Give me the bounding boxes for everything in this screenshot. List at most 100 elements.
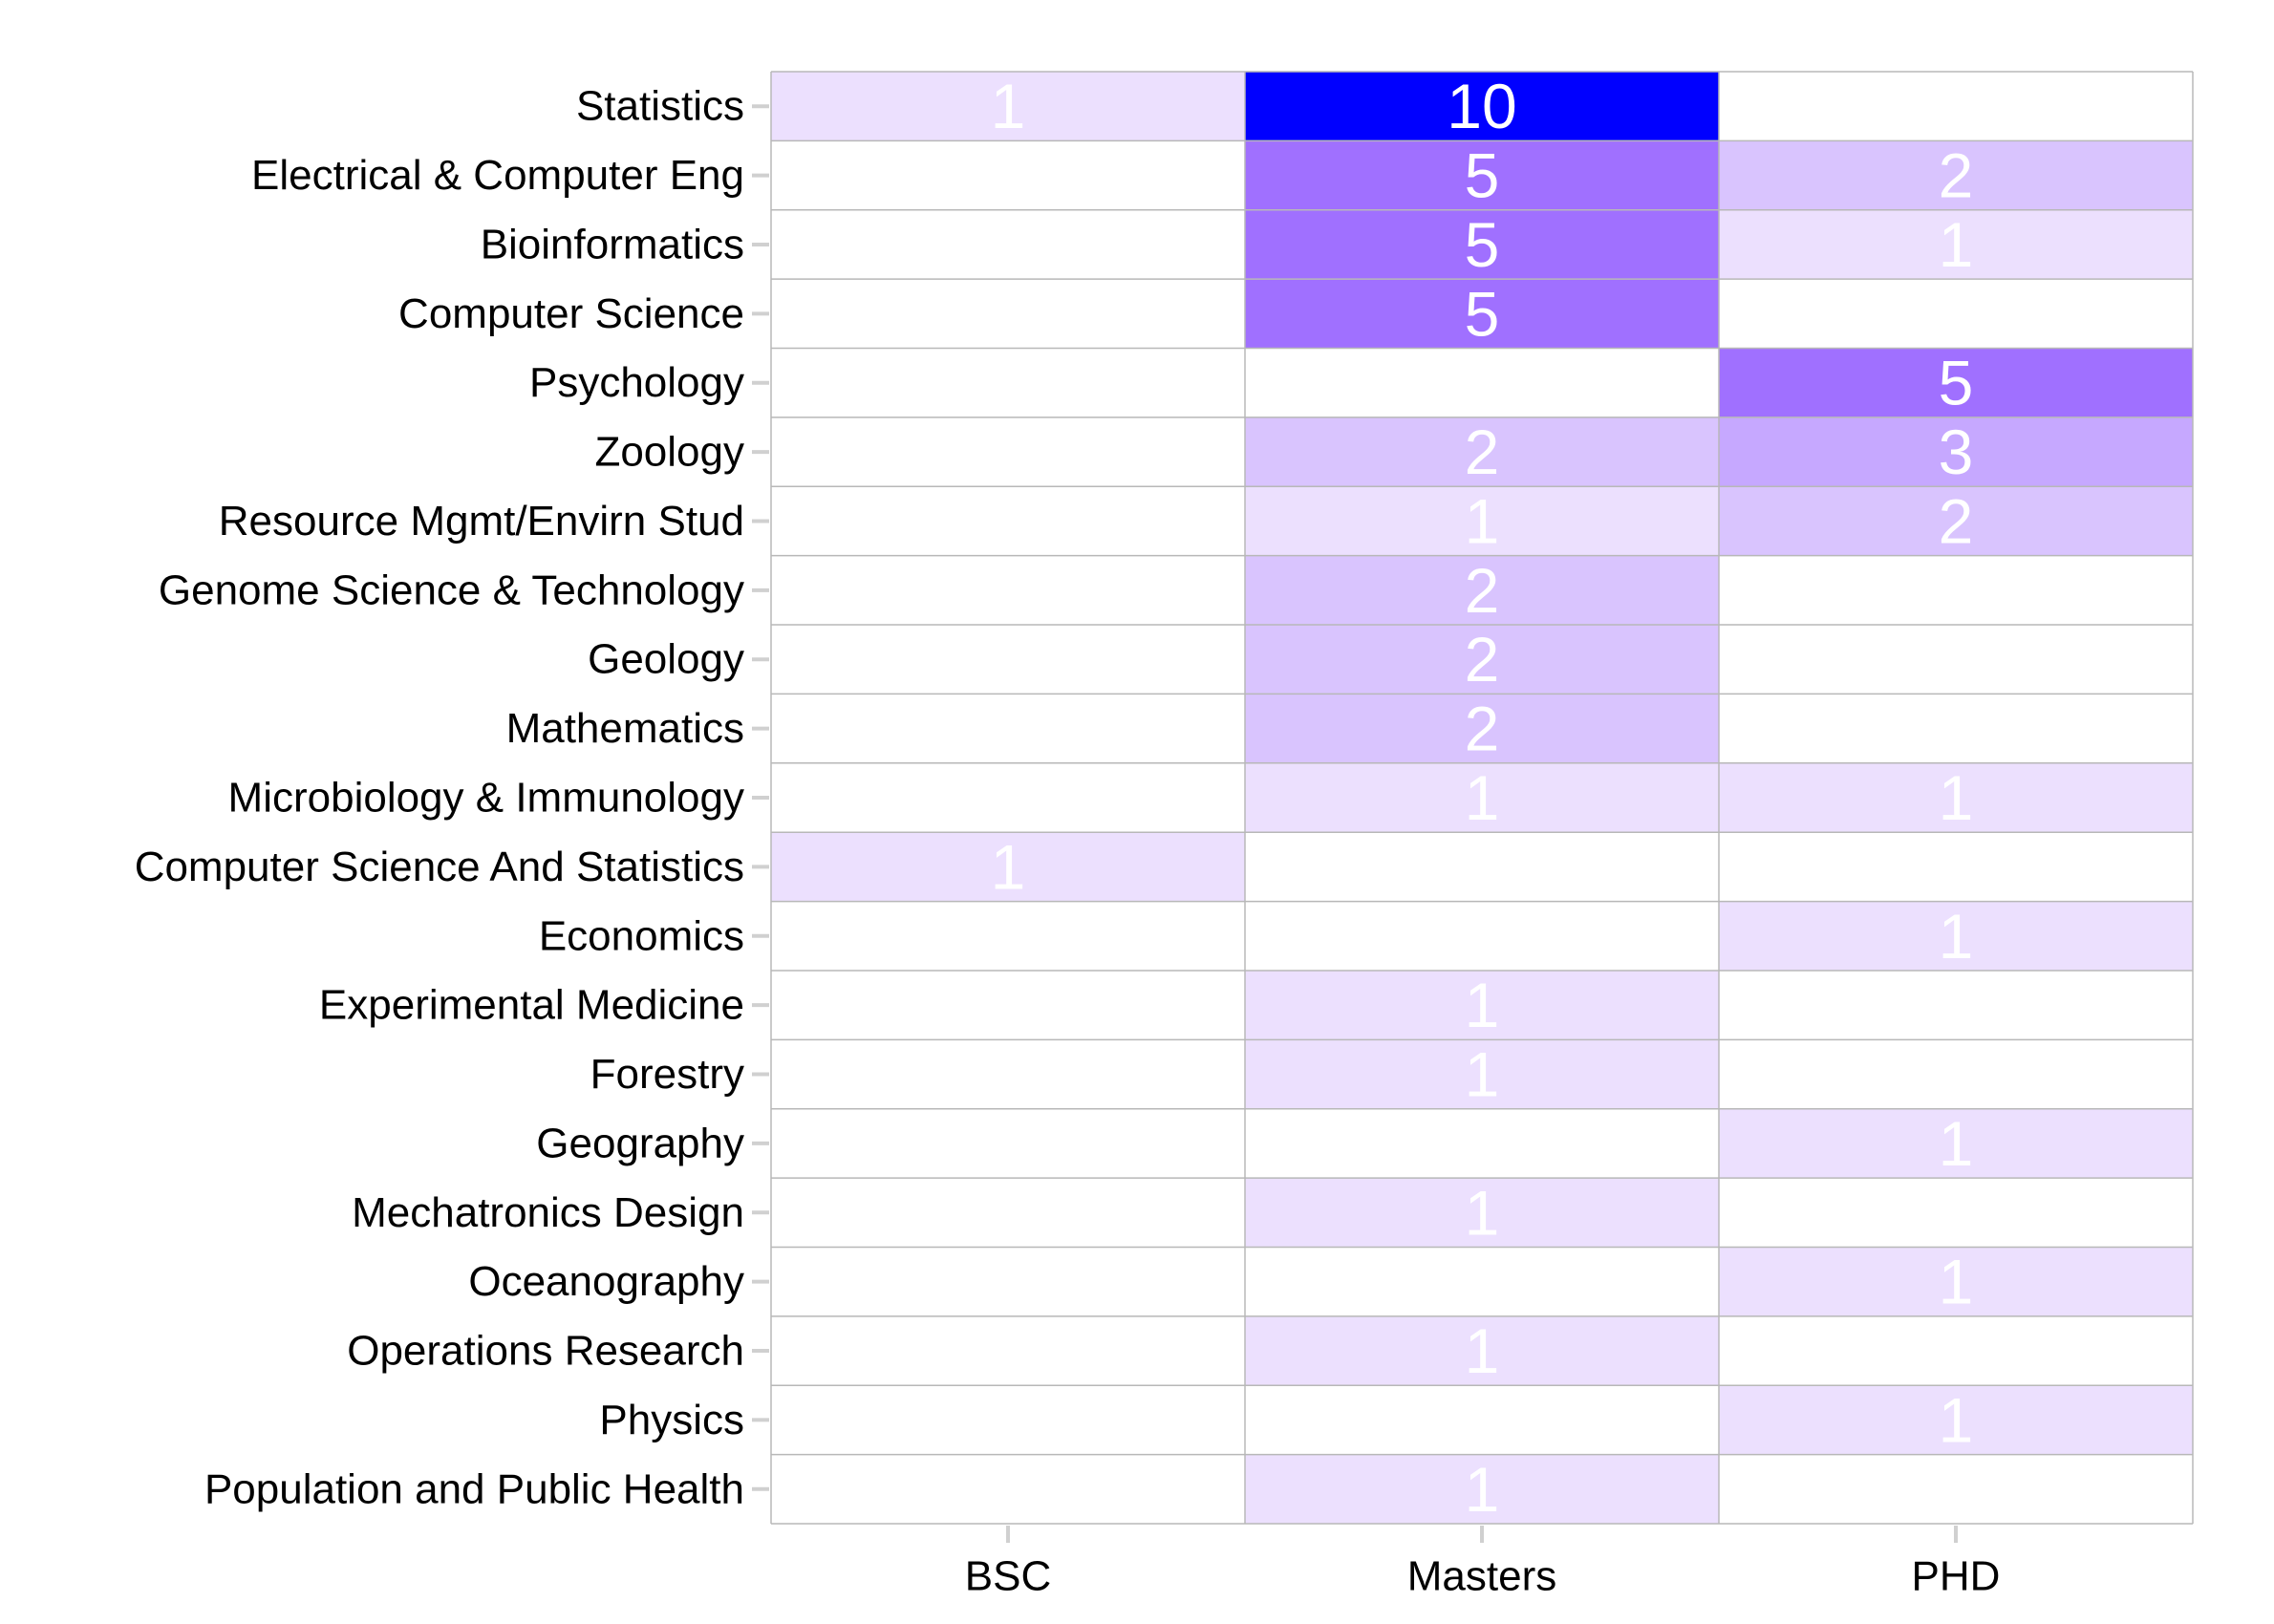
heatmap-cell xyxy=(771,1108,1245,1179)
heatmap-cell xyxy=(1245,72,1719,141)
y-tick-label: Genome Science & Technology xyxy=(159,566,744,613)
heatmap-cell xyxy=(1719,1108,2193,1179)
heatmap-cell xyxy=(1245,209,1719,280)
cell-value-label: 10 xyxy=(1447,71,1516,141)
heatmap-cell xyxy=(1719,72,2193,141)
cell-value-label: 5 xyxy=(1465,278,1500,349)
cell-value-label: 1 xyxy=(991,831,1026,902)
y-tick-label: Operations Research xyxy=(347,1328,744,1375)
heatmap-cell xyxy=(771,209,1245,280)
heatmap-cell xyxy=(1719,970,2193,1040)
cell-value-label: 3 xyxy=(1939,417,1974,487)
heatmap-cell xyxy=(1719,1385,2193,1455)
cell-value-label: 2 xyxy=(1465,417,1500,487)
heatmap-cell xyxy=(1245,486,1719,556)
cell-value-label: 5 xyxy=(1939,348,1974,418)
y-tick-label: Oceanography xyxy=(468,1258,744,1305)
heatmap-cell xyxy=(771,486,1245,556)
cell-value-label: 1 xyxy=(991,71,1026,141)
heatmap-cell xyxy=(771,625,1245,694)
cell-value-label: 5 xyxy=(1465,140,1500,211)
y-tick-label: Psychology xyxy=(529,359,744,406)
heatmap-cell xyxy=(771,762,1245,833)
y-tick-label: Statistics xyxy=(576,83,744,130)
cell-value-label: 1 xyxy=(1939,209,1974,280)
y-tick-label: Computer Science And Statistics xyxy=(135,844,744,890)
heatmap-cell xyxy=(771,279,1245,349)
column-labels: BSC Masters PHD xyxy=(965,1526,2001,1600)
heatmap-cell xyxy=(771,140,1245,210)
heatmap-cell xyxy=(1719,832,2193,902)
heatmap-cell xyxy=(771,1247,1245,1316)
y-tick-label: Resource Mgmt/Envirn Stud xyxy=(219,498,744,545)
cell-value-label: 5 xyxy=(1465,209,1500,280)
heatmap-cell xyxy=(771,555,1245,626)
heatmap-cell xyxy=(1245,694,1719,763)
heatmap-cell xyxy=(1245,1247,1719,1316)
heatmap-cell xyxy=(1719,901,2193,971)
y-tick-label: Mechatronics Design xyxy=(352,1189,744,1236)
heatmap-cell xyxy=(1245,832,1719,902)
cell-value-label: 2 xyxy=(1465,694,1500,764)
heatmap-cell xyxy=(771,901,1245,971)
grid-lines xyxy=(770,71,2194,1525)
heatmap-cell xyxy=(1719,140,2193,210)
x-tick-label: Masters xyxy=(1407,1553,1556,1600)
cell-value-label: 1 xyxy=(1465,1454,1500,1525)
heatmap-cell xyxy=(771,417,1245,487)
x-tick-label: PHD xyxy=(1912,1553,2001,1600)
heatmap-cell xyxy=(1245,417,1719,487)
y-tick-label: Geography xyxy=(536,1120,744,1166)
heatmap-cell xyxy=(1245,1385,1719,1455)
cell-value-label: 1 xyxy=(1465,1315,1500,1386)
cell-value-label: 1 xyxy=(1939,762,1974,833)
cell-value-label: 2 xyxy=(1465,624,1500,694)
cell-value-label: 1 xyxy=(1465,1039,1500,1110)
heatmap-cell xyxy=(771,970,1245,1040)
cell-value-label: 2 xyxy=(1465,555,1500,626)
cell-value-label: 1 xyxy=(1465,1177,1500,1248)
heatmap-cell xyxy=(1719,1178,2193,1248)
heatmap-cell xyxy=(1719,694,2193,763)
heatmap-cell xyxy=(771,1385,1245,1455)
heatmap-cell xyxy=(1245,762,1719,833)
x-tick-label: BSC xyxy=(965,1553,1051,1600)
y-tick-label: Electrical & Computer Eng xyxy=(251,152,744,199)
heatmap-cell xyxy=(1719,209,2193,280)
heatmap-cell xyxy=(1719,625,2193,694)
heatmap-cell xyxy=(771,1039,1245,1109)
y-tick-label: Computer Science xyxy=(398,290,744,337)
cell-value-label: 1 xyxy=(1465,970,1500,1040)
heatmap-cell xyxy=(1245,1178,1719,1248)
heatmap-cell xyxy=(1719,1039,2193,1109)
y-tick-label: Economics xyxy=(539,912,744,959)
row-labels: Statistics Electrical & Computer Eng Bioin… xyxy=(135,83,769,1512)
y-tick-label: Forestry xyxy=(590,1051,744,1098)
heatmap-cell xyxy=(771,72,1245,141)
heatmap-cell xyxy=(771,348,1245,417)
heatmap-cell xyxy=(1245,1039,1719,1109)
heatmap-cell xyxy=(771,694,1245,763)
heatmap-cell xyxy=(1245,279,1719,349)
heatmap-cell xyxy=(1245,625,1719,694)
cell-value-label: 1 xyxy=(1465,762,1500,833)
heatmap-cell xyxy=(771,1178,1245,1248)
cell-value-label: 1 xyxy=(1939,1108,1974,1179)
heatmap-cell xyxy=(1245,1454,1719,1524)
y-tick-label: Mathematics xyxy=(506,705,744,752)
cell-value-label: 1 xyxy=(1939,1384,1974,1455)
heatmap-cell xyxy=(1245,1315,1719,1386)
y-tick-label: Bioinformatics xyxy=(481,221,744,267)
y-tick-label: Microbiology & Immunology xyxy=(228,775,744,822)
y-tick-label: Population and Public Health xyxy=(204,1465,744,1512)
heatmap-cell xyxy=(1719,348,2193,417)
heatmap-cell xyxy=(1719,486,2193,556)
heatmap-cell xyxy=(1245,555,1719,626)
cell-value-label: 1 xyxy=(1939,1247,1974,1317)
cell-value-label: 2 xyxy=(1939,140,1974,211)
heatmap-cell xyxy=(1245,970,1719,1040)
cell-value-label: 2 xyxy=(1939,485,1974,556)
heatmap-cell xyxy=(1719,555,2193,626)
